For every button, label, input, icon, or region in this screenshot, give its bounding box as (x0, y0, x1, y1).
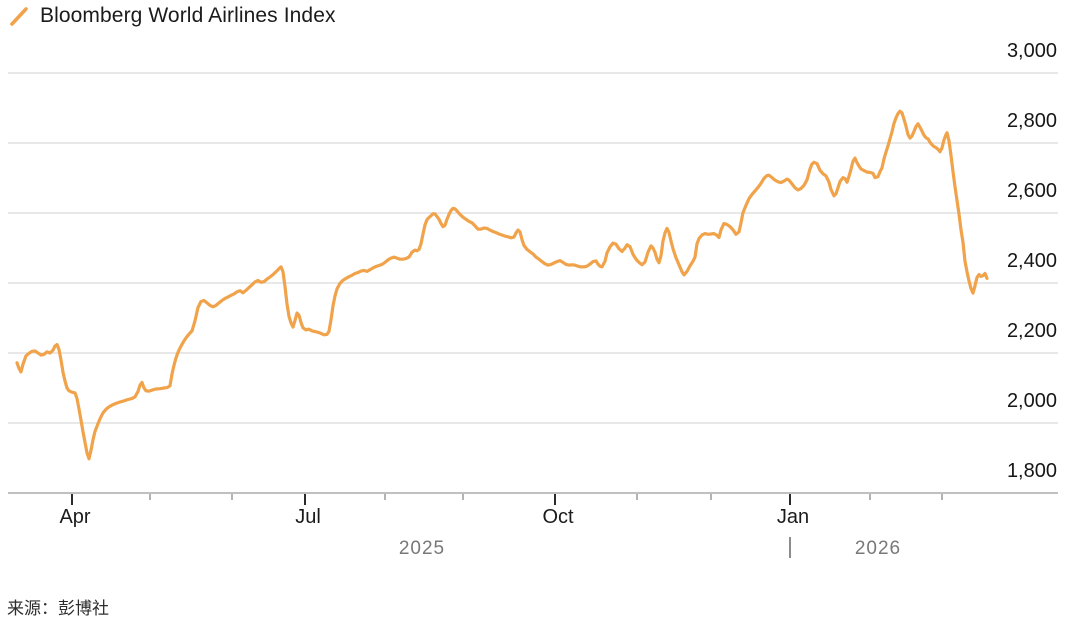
source-attribution: 来源：彭博社 (7, 599, 109, 618)
x-axis-label: Jan (776, 506, 810, 528)
y-axis-label: 2,600 (1006, 180, 1057, 202)
y-axis-label: 2,200 (1006, 320, 1057, 342)
y-axis-label: 1,800 (1006, 460, 1057, 482)
y-axis-label: 2,400 (1006, 250, 1057, 272)
legend-label: Bloomberg World Airlines Index (40, 4, 336, 27)
index-series-line (15, 109, 989, 461)
x-axis-label: Jul (295, 506, 321, 528)
y-axis-label: 2,000 (1006, 390, 1057, 412)
year-label: 2026 (854, 538, 902, 559)
chart-legend: Bloomberg World Airlines Index (8, 4, 336, 28)
y-axis-label: 2,800 (1006, 110, 1057, 132)
orange-line-slash-icon (10, 7, 28, 26)
year-divider-mark (789, 537, 791, 558)
year-label: 2025 (398, 538, 446, 559)
y-axis-label: 3,000 (1006, 40, 1057, 62)
x-axis-label: Apr (59, 506, 91, 528)
x-axis-label: Oct (542, 506, 574, 528)
